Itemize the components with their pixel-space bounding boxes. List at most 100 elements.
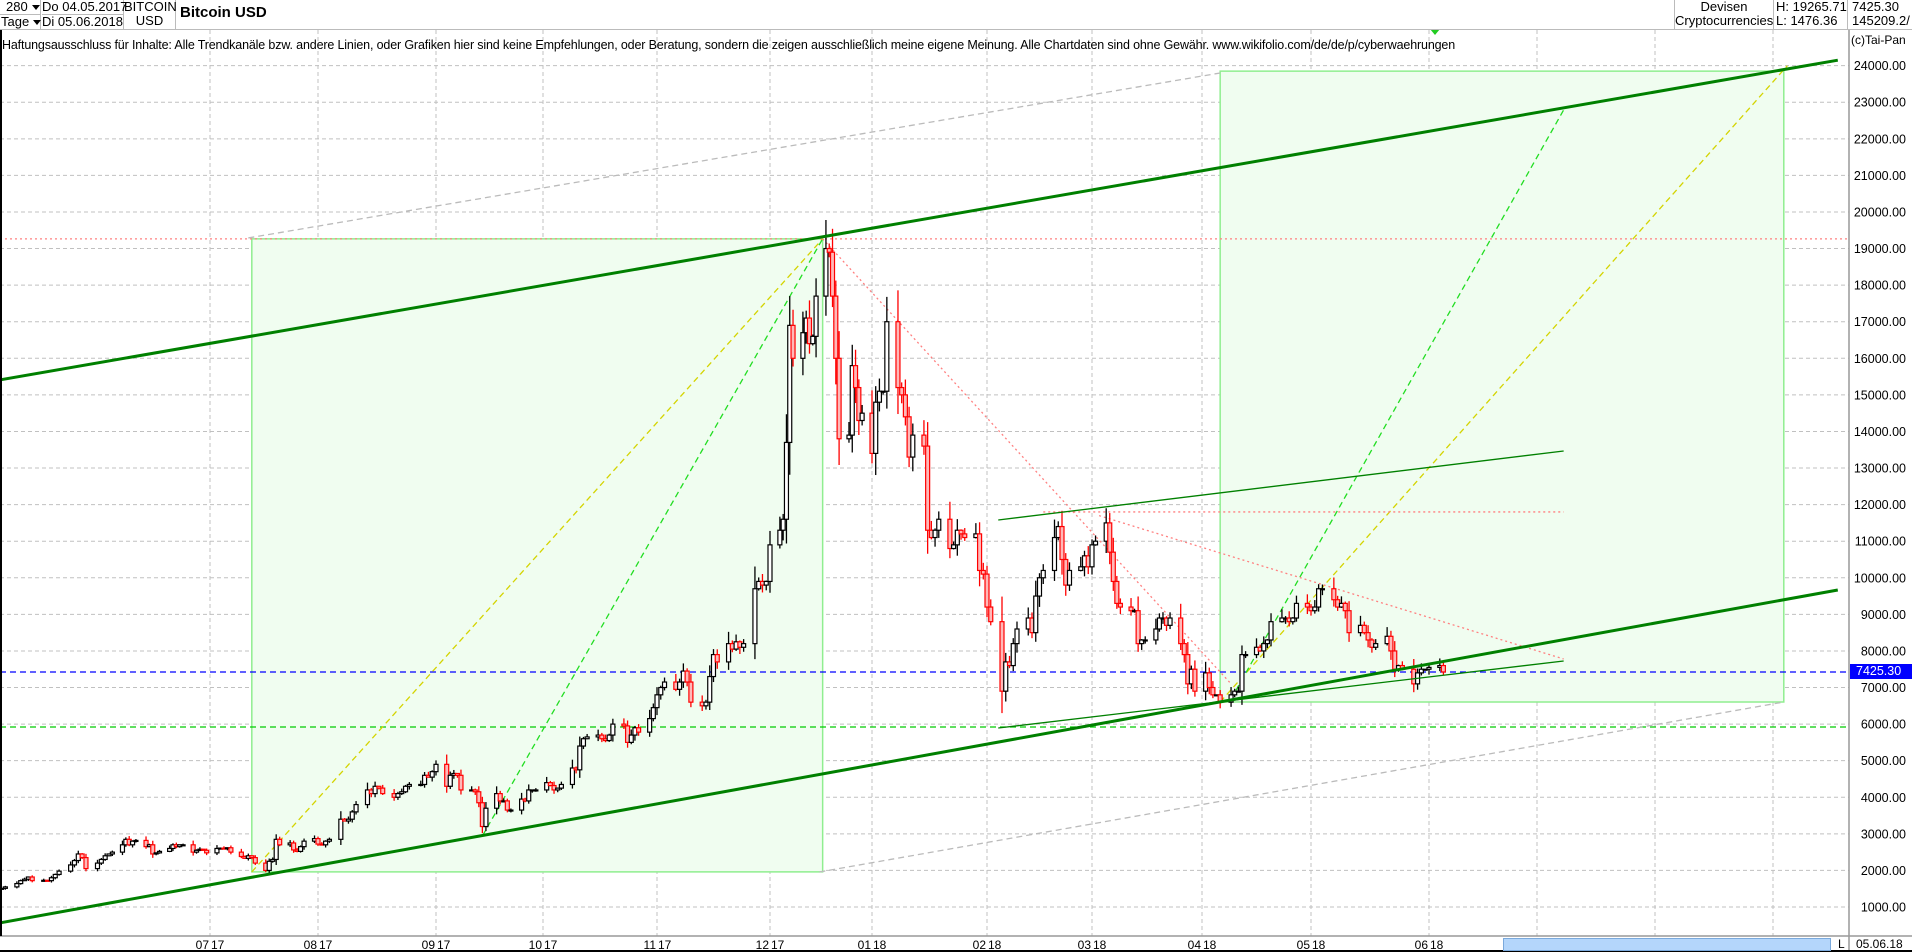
- candle-body: [1135, 610, 1141, 645]
- x-tick-month: 08: [304, 938, 318, 952]
- candle-body: [849, 365, 855, 436]
- annotation-boxes: [251, 70, 1785, 873]
- candle-body: [599, 734, 605, 740]
- candle-body: [1210, 686, 1216, 696]
- interval[interactable]: Tage: [1, 14, 30, 29]
- candle-body: [83, 857, 89, 870]
- date-range[interactable]: Do 04.05.2017 Di 05.06.2018: [41, 0, 128, 29]
- candle-body: [129, 840, 136, 846]
- candle-body: [1304, 602, 1310, 608]
- candle-body: [710, 653, 717, 678]
- period-selector[interactable]: 280 Tage: [0, 0, 42, 29]
- candle-body: [458, 774, 464, 791]
- x-tick-month: 03: [1078, 938, 1092, 952]
- y-tick-label: 15000.00: [1854, 388, 1906, 402]
- candle-body: [1312, 606, 1318, 612]
- last-price: 7425.30: [1852, 0, 1899, 14]
- candle-body: [813, 295, 819, 337]
- y-tick-label: 6000.00: [1861, 718, 1906, 732]
- date-from[interactable]: Do 04.05.2017: [42, 0, 128, 14]
- candle-body: [547, 782, 553, 787]
- y-tick-label: 13000.00: [1854, 462, 1906, 476]
- y-tick-label: 11000.00: [1855, 535, 1906, 549]
- candle-body: [52, 873, 58, 879]
- candle-body: [476, 791, 482, 804]
- candle-body: [947, 518, 953, 550]
- time-scrollbar[interactable]: [1503, 938, 1831, 951]
- candle-body: [29, 876, 35, 882]
- trend-channel-line: [0, 58, 1839, 382]
- x-tick-year: 18: [1430, 938, 1444, 952]
- category-line2: Cryptocurrencies: [1675, 13, 1774, 28]
- candle-body: [980, 569, 986, 575]
- x-tick-month: 01: [858, 938, 872, 952]
- candle-body: [783, 441, 790, 520]
- candle-body: [859, 412, 865, 422]
- candle-body: [725, 643, 732, 663]
- x-tick-year: 17: [437, 938, 451, 952]
- y-tick-label: 14000.00: [1854, 425, 1906, 439]
- candle-body: [1066, 569, 1073, 586]
- symbol-line1: BITCOIN: [124, 0, 177, 14]
- candle-body: [580, 738, 587, 747]
- candle-body: [988, 606, 994, 623]
- candle-body: [326, 838, 333, 842]
- candle-body: [504, 800, 510, 811]
- candle-body: [910, 434, 916, 458]
- candle-body: [936, 518, 942, 531]
- trend-line: [1219, 65, 1788, 703]
- candle-body: [1261, 643, 1267, 652]
- candle-body: [577, 745, 583, 771]
- candle-body: [364, 789, 371, 806]
- candle-body: [1051, 536, 1058, 572]
- candle-body: [636, 727, 642, 733]
- candle-body: [621, 723, 627, 727]
- candle-body: [1373, 643, 1379, 648]
- candle-body: [270, 858, 276, 862]
- candle-body: [661, 681, 668, 689]
- candle-body: [143, 839, 149, 848]
- scroll-mark[interactable]: L: [1838, 937, 1845, 951]
- candle-body: [790, 324, 796, 359]
- trend-channel-line: [0, 588, 1839, 925]
- x-tick-year: 17: [658, 938, 672, 952]
- candle-body: [1040, 569, 1046, 579]
- candle-body: [856, 386, 862, 422]
- date-to[interactable]: Di 05.06.2018: [42, 14, 123, 29]
- category: Devisen Cryptocurrencies: [1674, 0, 1774, 29]
- candle-body: [555, 787, 561, 791]
- trend-line: [998, 450, 1564, 521]
- candle-body: [1418, 668, 1424, 674]
- y-tick-label: 2000.00: [1861, 864, 1906, 878]
- candle-body: [406, 783, 412, 787]
- chevron-down-icon[interactable]: [31, 5, 40, 11]
- candle-body: [1078, 566, 1084, 572]
- x-tick-month: 05: [1297, 938, 1311, 952]
- candle-body: [238, 851, 244, 858]
- volume: 145209.2/: [1852, 13, 1910, 28]
- candle-body: [703, 701, 709, 707]
- trend-line: [1098, 514, 1564, 660]
- candle-body: [1290, 617, 1296, 623]
- symbol[interactable]: BITCOIN USD: [124, 0, 177, 29]
- candle-body: [1319, 588, 1326, 591]
- high-low: H: 19265.71 L: 1476.36: [1774, 0, 1848, 29]
- candle-body: [823, 247, 829, 297]
- candle-body: [810, 335, 816, 345]
- candle-body: [806, 317, 813, 345]
- candle-body: [399, 791, 405, 795]
- chevron-down-icon[interactable]: [33, 20, 42, 26]
- candle-body: [984, 573, 990, 608]
- y-tick-label: 12000.00: [1854, 498, 1906, 512]
- trend-line: [998, 660, 1564, 729]
- candle-body: [353, 803, 359, 813]
- candle-body: [951, 544, 957, 550]
- candle-body: [1089, 544, 1095, 568]
- candle-body: [684, 670, 690, 683]
- y-tick-label: 21000.00: [1854, 169, 1906, 183]
- x-tick-month: 02: [973, 938, 987, 952]
- candle-body: [421, 774, 428, 786]
- candle-body: [925, 445, 931, 531]
- bar-count[interactable]: 280: [6, 0, 28, 14]
